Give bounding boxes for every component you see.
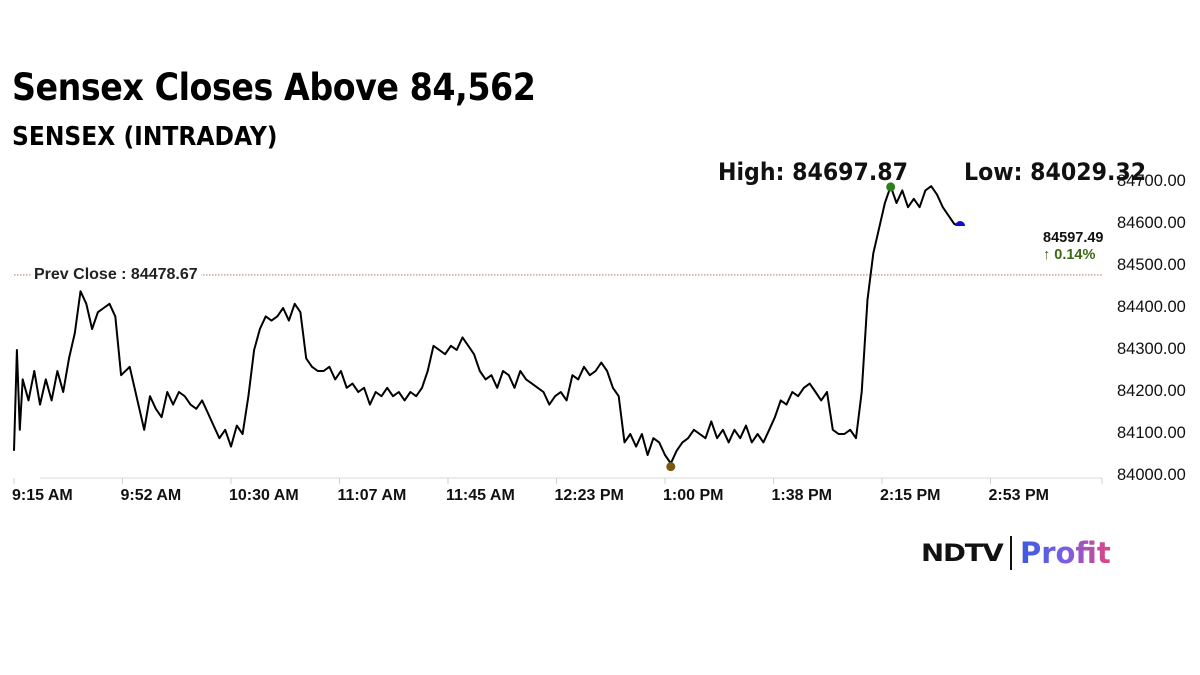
y-tick-label: 84300.00 — [1117, 340, 1186, 358]
x-tick-label: 2:15 PM — [880, 487, 941, 504]
y-tick-label: 84200.00 — [1117, 382, 1186, 400]
x-tick-label: 11:45 AM — [446, 487, 515, 504]
x-tick-label: 9:52 AM — [120, 487, 182, 504]
ndtv-profit-logo: NDTV Profit — [921, 533, 1111, 573]
chart-subtitle: SENSEX (INTRADAY) — [12, 122, 278, 152]
profit-wordmark: Profit — [1019, 536, 1111, 570]
low-marker — [666, 462, 676, 472]
x-tick-label: 10:30 AM — [229, 487, 299, 504]
y-tick-label: 84500.00 — [1117, 256, 1186, 274]
x-tick-label: 9:15 AM — [12, 487, 73, 504]
prev-close-label: Prev Close : 84478.67 — [31, 266, 201, 284]
last-marker — [955, 221, 966, 227]
y-tick-label: 84000.00 — [1117, 466, 1186, 484]
x-tick-marks — [13, 478, 1103, 484]
headline: Sensex Closes Above 84,562 — [12, 66, 536, 109]
y-tick-label: 84700.00 — [1117, 172, 1186, 190]
y-tick-label: 84400.00 — [1117, 298, 1186, 316]
logo-divider — [1009, 536, 1012, 570]
x-tick-label: 11:07 AM — [337, 487, 407, 504]
x-tick-label: 1:00 PM — [663, 487, 724, 504]
low-value: Low: 84029.32 — [964, 158, 1147, 186]
y-tick-label: 84100.00 — [1117, 424, 1186, 442]
ndtv-wordmark: NDTV — [921, 539, 1004, 567]
x-tick-label: 1:38 PM — [771, 487, 832, 504]
last-price: 84597.49 — [1043, 230, 1104, 246]
x-tick-label: 2:53 PM — [988, 487, 1049, 504]
sensex-line — [13, 185, 961, 465]
high-value: High: 84697.87 — [718, 158, 909, 186]
high-marker — [886, 182, 896, 192]
x-tick-label: 12:23 PM — [554, 487, 624, 504]
y-tick-label: 84600.00 — [1117, 214, 1186, 232]
last-change: ↑ 0.14% — [1043, 247, 1096, 263]
